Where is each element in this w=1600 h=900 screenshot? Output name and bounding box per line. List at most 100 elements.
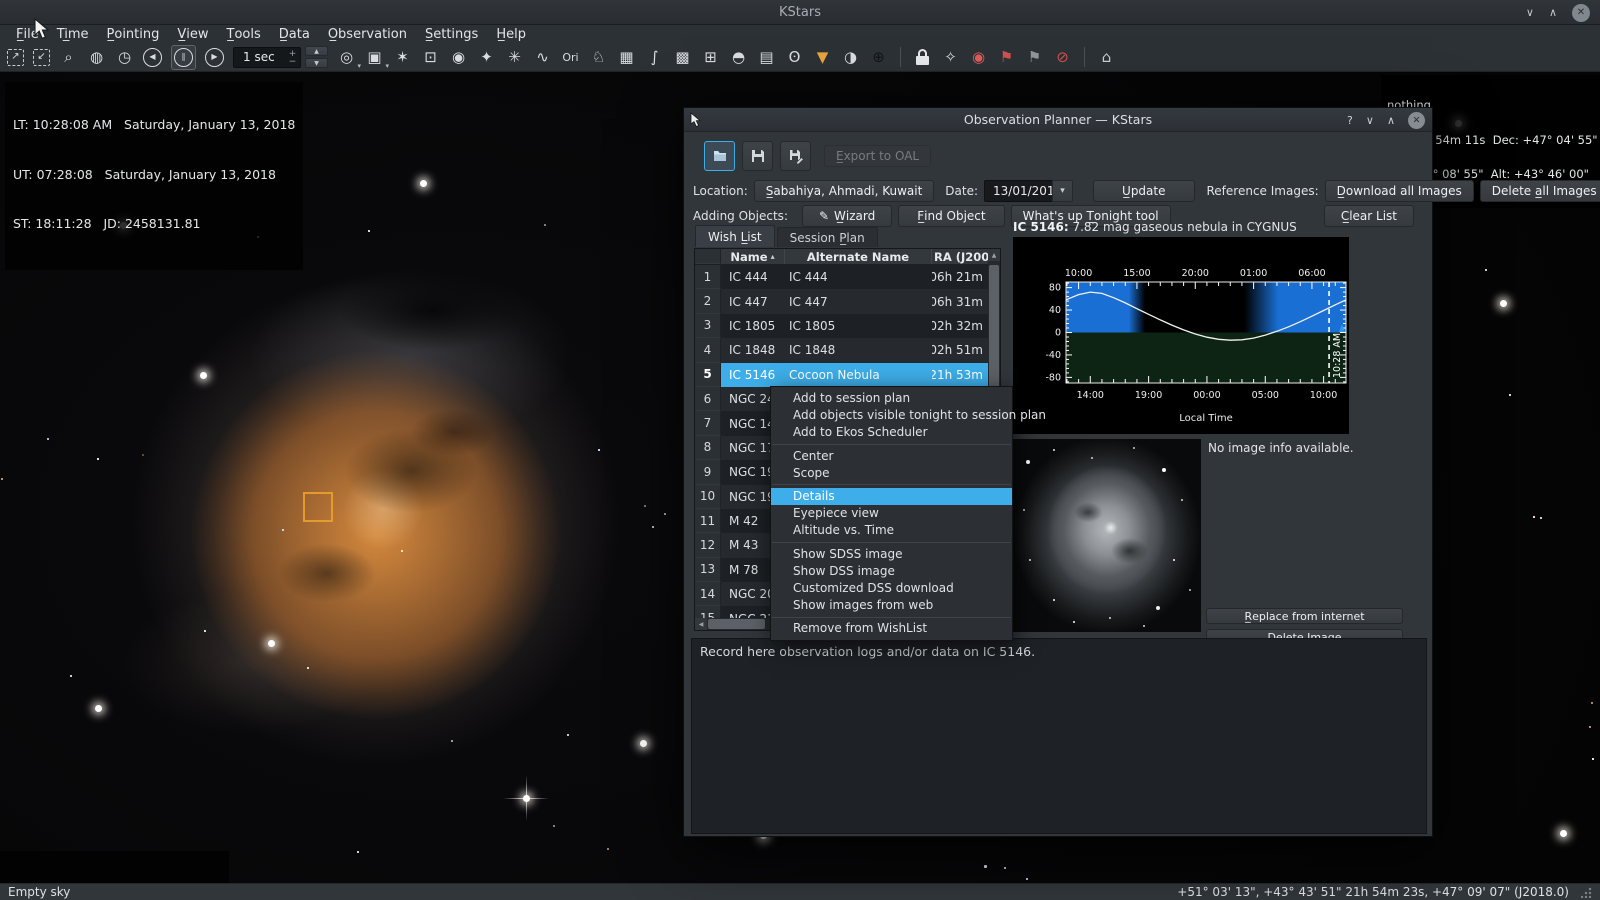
plus-icon[interactable]: +	[288, 48, 297, 59]
wizard-button[interactable]: ✎ W̲izard	[801, 205, 893, 227]
menu-item-customized-dss-download[interactable]: Customized DSS download	[793, 580, 954, 595]
menu-item-add-objects-visible-tonight-to-session-plan[interactable]: Add objects visible tonight to session p…	[793, 408, 1046, 423]
snap-track-icon[interactable]: ✧	[941, 46, 960, 68]
menu-pointing[interactable]: P̲ointing	[106, 26, 160, 42]
fov-symbols-icon[interactable]: ⊡	[421, 46, 440, 68]
save-list-as-button[interactable]	[780, 141, 811, 171]
lock-icon[interactable]	[913, 46, 932, 68]
menu-view[interactable]: V̲iew	[177, 26, 209, 42]
geolocation-globe-icon[interactable]: ◍	[87, 46, 106, 68]
download-all-images-button[interactable]: D̲ownload all Images	[1324, 180, 1474, 202]
pointing-target-icon[interactable]: ◎ ▾	[337, 46, 361, 70]
constellation-art-icon[interactable]: ♘	[589, 46, 608, 68]
table-row[interactable]: 5 IC 5146 Cocoon Nebula 21h 53m	[695, 362, 988, 387]
find-object-icon[interactable]: ⌕	[59, 46, 78, 68]
horizon-icon[interactable]: ◓	[729, 46, 748, 68]
time-step-value[interactable]: 1 sec + −	[233, 46, 301, 68]
close-window-icon[interactable]: ✕	[1572, 3, 1590, 22]
menu-item-show-images-from-web[interactable]: Show images from web	[793, 598, 934, 613]
menu-item-show-dss-image[interactable]: Show DSS image	[793, 563, 895, 578]
shade-window-icon[interactable]: ∨	[1525, 6, 1534, 19]
dialog-titlebar[interactable]: Observation Planner — KStars ? ∨ ∧ ✕	[684, 108, 1432, 132]
red-flag-icon[interactable]: ⚑	[997, 46, 1016, 68]
tab-wish-list[interactable]: Wish L̲ist	[695, 225, 775, 247]
menu-item-center[interactable]: Center	[793, 448, 834, 463]
step-up-icon[interactable]: ▲	[305, 46, 328, 56]
menu-file[interactable]: F̲ile	[16, 26, 39, 42]
delete-all-images-button[interactable]: Delete a̲ll Images	[1479, 180, 1600, 202]
table-row[interactable]: 3 IC 1805 IC 1805 02h 32m	[695, 313, 988, 339]
time-step-back-icon[interactable]: ◀	[143, 47, 162, 67]
maximize-window-icon[interactable]: ∧	[1548, 6, 1557, 19]
table-row[interactable]: 4 IC 1848 IC 1848 02h 51m	[695, 338, 988, 363]
ink-pot-icon[interactable]: ▼	[813, 46, 832, 68]
scroll-up-icon[interactable]: ▲	[988, 249, 1000, 261]
menu-item-show-sdss-image[interactable]: Show SDSS image	[793, 546, 903, 561]
deep-sky-objects-icon[interactable]: ◉	[449, 46, 468, 68]
object-thumbnail-image[interactable]	[1013, 439, 1201, 632]
comets-icon[interactable]: ✳	[505, 46, 524, 68]
menu-item-add-to-session-plan[interactable]: Add to session plan	[793, 391, 911, 405]
menu-item-add-to-ekos-scheduler[interactable]: Add to Ekos Scheduler	[793, 425, 928, 440]
constellation-names-icon[interactable]: Ori	[561, 46, 580, 68]
no-entry-icon[interactable]: ⊘	[1053, 46, 1072, 68]
menu-item-scope[interactable]: Scope	[793, 465, 830, 480]
shade-dialog-icon[interactable]: ∨	[1365, 113, 1374, 127]
find-object-button[interactable]: F̲ind Object	[898, 205, 1005, 227]
menu-time[interactable]: Ti̲me	[56, 26, 89, 42]
date-dropdown-icon[interactable]: ▾	[1052, 180, 1074, 202]
record-icon[interactable]: ◉	[969, 46, 988, 68]
time-step-forward-icon[interactable]: ▶	[205, 47, 224, 67]
constellation-boundaries-icon[interactable]: ▦	[617, 46, 636, 68]
ecliptic-line-icon[interactable]: ∿	[533, 46, 552, 68]
dome-icon[interactable]: ⌂	[1097, 46, 1116, 68]
replace-from-internet-button[interactable]: R̲eplace from internet	[1206, 608, 1403, 624]
horizontal-scroll-handle[interactable]	[708, 619, 765, 629]
help-icon[interactable]: ?	[1347, 113, 1353, 127]
time-step-plus-minus[interactable]: + −	[288, 48, 297, 67]
vertical-scroll-track[interactable]	[988, 261, 1000, 608]
header-ra[interactable]: RA (J200	[934, 249, 988, 264]
equatorial-grid-icon[interactable]: ▩	[673, 46, 692, 68]
flags-list-icon[interactable]: ▤	[757, 46, 776, 68]
header-name[interactable]: Name ▴	[721, 249, 785, 264]
tab-session-plan[interactable]: Session P̲lan	[776, 227, 878, 247]
table-row[interactable]: 2 IC 447 IC 447 06h 31m	[695, 289, 988, 314]
update-button[interactable]: U̲pdate	[1093, 180, 1195, 202]
zoom-full-sky-icon[interactable]: ↗	[7, 48, 24, 66]
menu-tools[interactable]: T̲ools	[226, 26, 261, 42]
close-dialog-icon[interactable]: ✕	[1408, 111, 1425, 129]
scroll-left-icon[interactable]: ◀	[695, 618, 707, 630]
header-alternate-name[interactable]: Alternate Name	[785, 249, 932, 264]
time-pause-icon[interactable]: ∥	[174, 47, 193, 67]
show-stars-icon[interactable]: ✶	[393, 46, 412, 68]
clear-list-button[interactable]: C̲lear List	[1323, 205, 1414, 227]
eclipse-icon[interactable]: ◑	[841, 46, 860, 68]
open-list-button[interactable]	[704, 141, 735, 171]
menu-item-eyepiece-view[interactable]: Eyepiece view	[793, 506, 879, 521]
export-to-oal-button[interactable]: E̲xport to OAL	[824, 145, 932, 167]
menu-item-altitude-vs-time[interactable]: Altitude vs. Time	[793, 523, 895, 538]
time-step-spinbox[interactable]: 1 sec + − ▲ ▼	[233, 46, 328, 68]
minus-icon[interactable]: −	[288, 56, 297, 67]
menu-item-remove-from-wishlist[interactable]: Remove from WishList	[793, 621, 928, 636]
table-row[interactable]: 1 IC 444 IC 444 06h 21m	[695, 265, 988, 290]
zoom-window-icon[interactable]: ↙	[33, 48, 50, 66]
window-titlebar[interactable]: KStars ∨ ∧ ✕	[0, 0, 1600, 25]
menu-item-details[interactable]: Details	[771, 487, 1012, 506]
maximize-dialog-icon[interactable]: ∧	[1386, 113, 1395, 127]
horizontal-grid-icon[interactable]: ⊞	[701, 46, 720, 68]
menu-data[interactable]: D̲ata	[278, 26, 310, 42]
menu-help[interactable]: H̲elp	[496, 26, 526, 42]
save-list-button[interactable]	[742, 141, 773, 171]
mouse-info-icon[interactable]: ʘ	[785, 46, 804, 68]
date-value[interactable]: 13/01/2018	[984, 180, 1062, 202]
set-time-icon[interactable]: ◷	[115, 46, 134, 68]
gray-flag-icon[interactable]: ⚑	[1025, 46, 1044, 68]
vertical-scroll-handle[interactable]	[989, 265, 999, 428]
menu-observation[interactable]: O̲bservation	[327, 26, 407, 42]
planets-icon[interactable]: ✦	[477, 46, 496, 68]
sky-images-icon[interactable]: ▣ ▾	[365, 46, 389, 70]
step-down-icon[interactable]: ▼	[305, 58, 328, 68]
milky-way-icon[interactable]: ∫	[645, 46, 664, 68]
